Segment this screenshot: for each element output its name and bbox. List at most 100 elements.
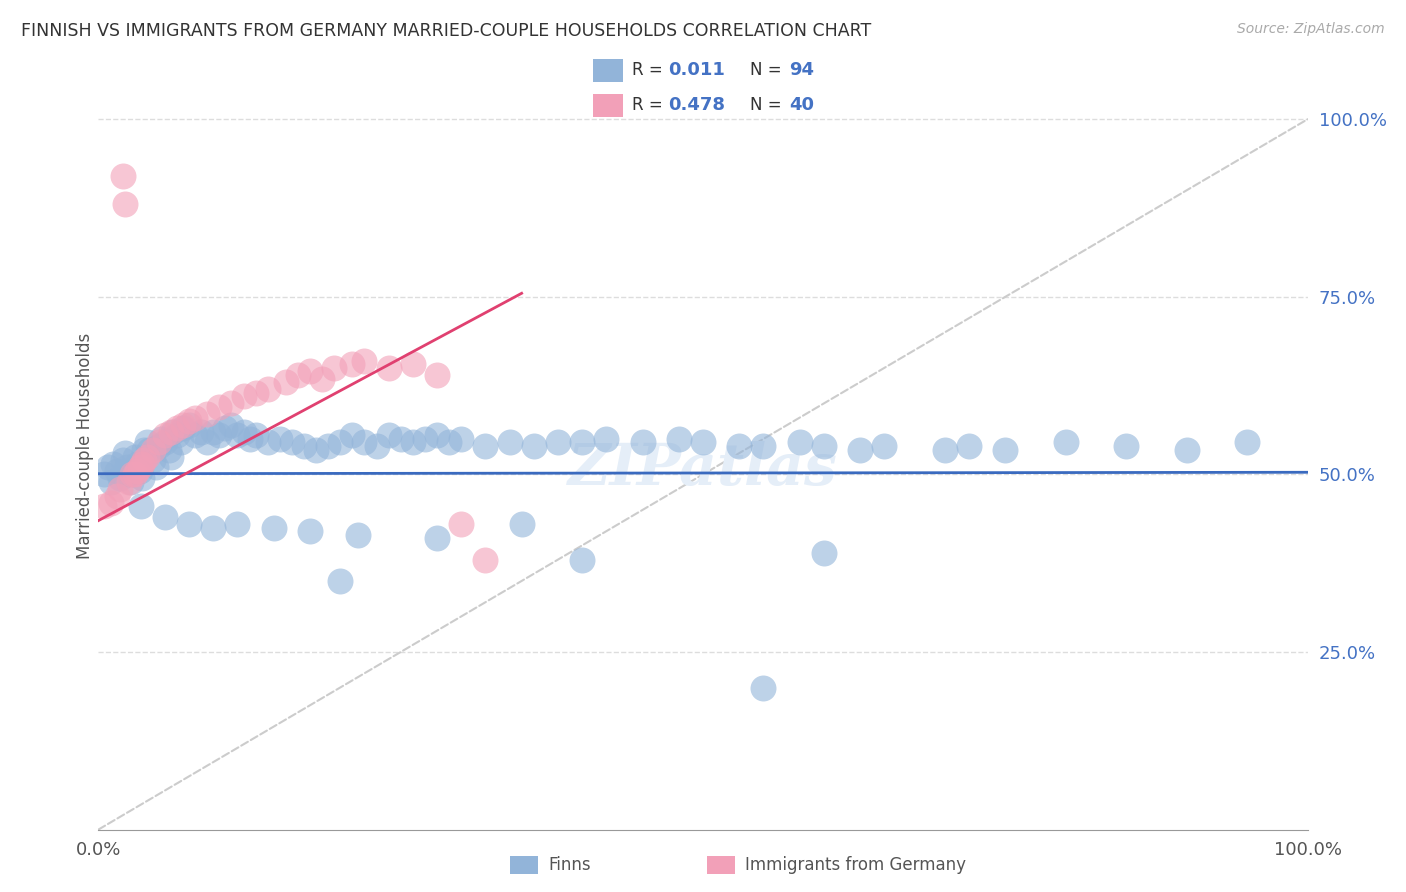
Point: [510, 517, 533, 532]
Point: [547, 435, 569, 450]
Point: [108, 471, 131, 485]
Point: [450, 432, 472, 446]
Point: [1175, 442, 1198, 457]
Point: [135, 435, 157, 450]
Point: [162, 425, 184, 439]
Point: [1236, 435, 1258, 450]
Point: [148, 435, 170, 450]
Point: [179, 414, 201, 428]
Point: [752, 439, 775, 453]
Text: 0.478: 0.478: [668, 96, 725, 114]
Point: [232, 389, 254, 403]
Point: [402, 435, 425, 450]
Text: Source: ZipAtlas.com: Source: ZipAtlas.com: [1237, 22, 1385, 37]
Point: [692, 435, 714, 450]
Point: [342, 357, 364, 371]
Point: [184, 410, 207, 425]
Point: [157, 442, 180, 457]
Point: [129, 500, 152, 514]
Point: [1115, 439, 1137, 453]
Point: [131, 457, 153, 471]
Point: [153, 435, 176, 450]
Point: [256, 382, 278, 396]
Point: [108, 482, 131, 496]
FancyBboxPatch shape: [592, 59, 623, 82]
Point: [127, 464, 149, 478]
Text: 94: 94: [789, 62, 814, 79]
Point: [131, 471, 153, 485]
Point: [160, 450, 183, 464]
Point: [813, 439, 835, 453]
Point: [93, 467, 115, 482]
Point: [245, 385, 267, 400]
Point: [117, 460, 139, 475]
Point: [118, 467, 141, 482]
Point: [150, 432, 173, 446]
Point: [413, 432, 436, 446]
Point: [523, 439, 546, 453]
Point: [437, 435, 460, 450]
Point: [184, 428, 207, 442]
Point: [97, 460, 120, 475]
Point: [329, 574, 352, 588]
Point: [120, 475, 142, 489]
Point: [134, 453, 156, 467]
Point: [100, 475, 122, 489]
Point: [142, 442, 165, 457]
Point: [208, 428, 231, 442]
Point: [269, 432, 291, 446]
Point: [172, 421, 194, 435]
Point: [221, 417, 243, 432]
Point: [221, 396, 243, 410]
Point: [323, 360, 346, 375]
Point: [135, 450, 157, 464]
Point: [114, 446, 136, 460]
Point: [474, 439, 496, 453]
Point: [813, 545, 835, 559]
Point: [728, 439, 751, 453]
Point: [353, 353, 375, 368]
Point: [994, 442, 1017, 457]
Text: N =: N =: [749, 96, 782, 114]
Point: [105, 489, 128, 503]
Point: [169, 435, 191, 450]
Point: [179, 417, 201, 432]
Text: R =: R =: [631, 62, 662, 79]
Point: [214, 421, 236, 435]
Point: [153, 510, 176, 524]
Point: [377, 360, 399, 375]
Point: [299, 524, 322, 539]
Point: [873, 439, 896, 453]
Point: [142, 453, 165, 467]
Point: [347, 528, 370, 542]
Text: Immigrants from Germany: Immigrants from Germany: [745, 856, 966, 874]
Point: [498, 435, 520, 450]
Point: [668, 432, 690, 446]
Point: [595, 432, 617, 446]
Point: [292, 439, 315, 453]
Point: [934, 442, 956, 457]
Point: [195, 435, 218, 450]
Point: [263, 521, 285, 535]
Point: [166, 421, 188, 435]
Point: [281, 435, 304, 450]
Point: [232, 425, 254, 439]
Point: [111, 453, 134, 467]
Point: [226, 428, 249, 442]
Y-axis label: Married-couple Households: Married-couple Households: [76, 333, 94, 559]
Point: [849, 442, 872, 457]
Text: 40: 40: [789, 96, 814, 114]
Point: [474, 552, 496, 566]
Point: [299, 364, 322, 378]
Point: [377, 428, 399, 442]
Point: [148, 439, 170, 453]
Point: [426, 428, 449, 442]
Point: [256, 435, 278, 450]
Point: [311, 371, 333, 385]
Point: [287, 368, 309, 382]
Point: [245, 428, 267, 442]
Text: R =: R =: [631, 96, 662, 114]
Point: [342, 428, 364, 442]
FancyBboxPatch shape: [707, 856, 734, 874]
Point: [353, 435, 375, 450]
